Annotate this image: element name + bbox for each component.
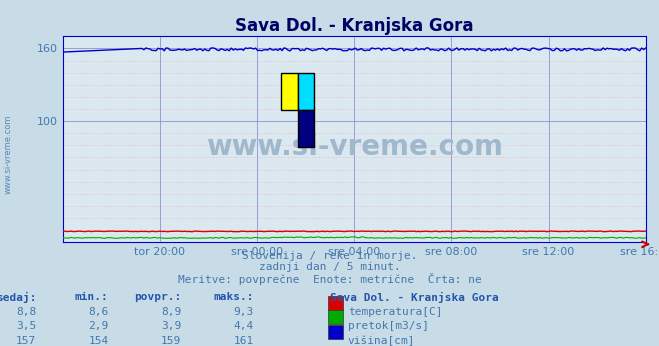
Text: temperatura[C]: temperatura[C]	[348, 307, 442, 317]
Text: 2,9: 2,9	[88, 321, 109, 331]
Text: pretok[m3/s]: pretok[m3/s]	[348, 321, 429, 331]
Text: 4,4: 4,4	[233, 321, 254, 331]
Text: 8,6: 8,6	[88, 307, 109, 317]
Text: Sava Dol. - Kranjska Gora: Sava Dol. - Kranjska Gora	[330, 292, 498, 303]
Text: www.si-vreme.com: www.si-vreme.com	[3, 114, 13, 194]
Text: www.si-vreme.com: www.si-vreme.com	[206, 134, 503, 162]
Text: 154: 154	[88, 336, 109, 346]
Text: povpr.:: povpr.:	[134, 292, 181, 302]
Text: višina[cm]: višina[cm]	[348, 336, 415, 346]
Text: 3,5: 3,5	[16, 321, 36, 331]
Text: maks.:: maks.:	[214, 292, 254, 302]
Text: 8,8: 8,8	[16, 307, 36, 317]
Text: 9,3: 9,3	[233, 307, 254, 317]
Text: Slovenija / reke in morje.: Slovenija / reke in morje.	[242, 251, 417, 261]
Text: 159: 159	[161, 336, 181, 346]
Title: Sava Dol. - Kranjska Gora: Sava Dol. - Kranjska Gora	[235, 17, 473, 35]
Text: 8,9: 8,9	[161, 307, 181, 317]
FancyBboxPatch shape	[298, 73, 314, 110]
FancyBboxPatch shape	[298, 110, 314, 147]
Text: 157: 157	[16, 336, 36, 346]
Text: min.:: min.:	[75, 292, 109, 302]
Text: sedaj:: sedaj:	[0, 292, 36, 303]
Text: zadnji dan / 5 minut.: zadnji dan / 5 minut.	[258, 262, 401, 272]
Text: 161: 161	[233, 336, 254, 346]
Text: 3,9: 3,9	[161, 321, 181, 331]
Text: Meritve: povprečne  Enote: metrične  Črta: ne: Meritve: povprečne Enote: metrične Črta:…	[178, 273, 481, 285]
FancyBboxPatch shape	[281, 73, 298, 110]
